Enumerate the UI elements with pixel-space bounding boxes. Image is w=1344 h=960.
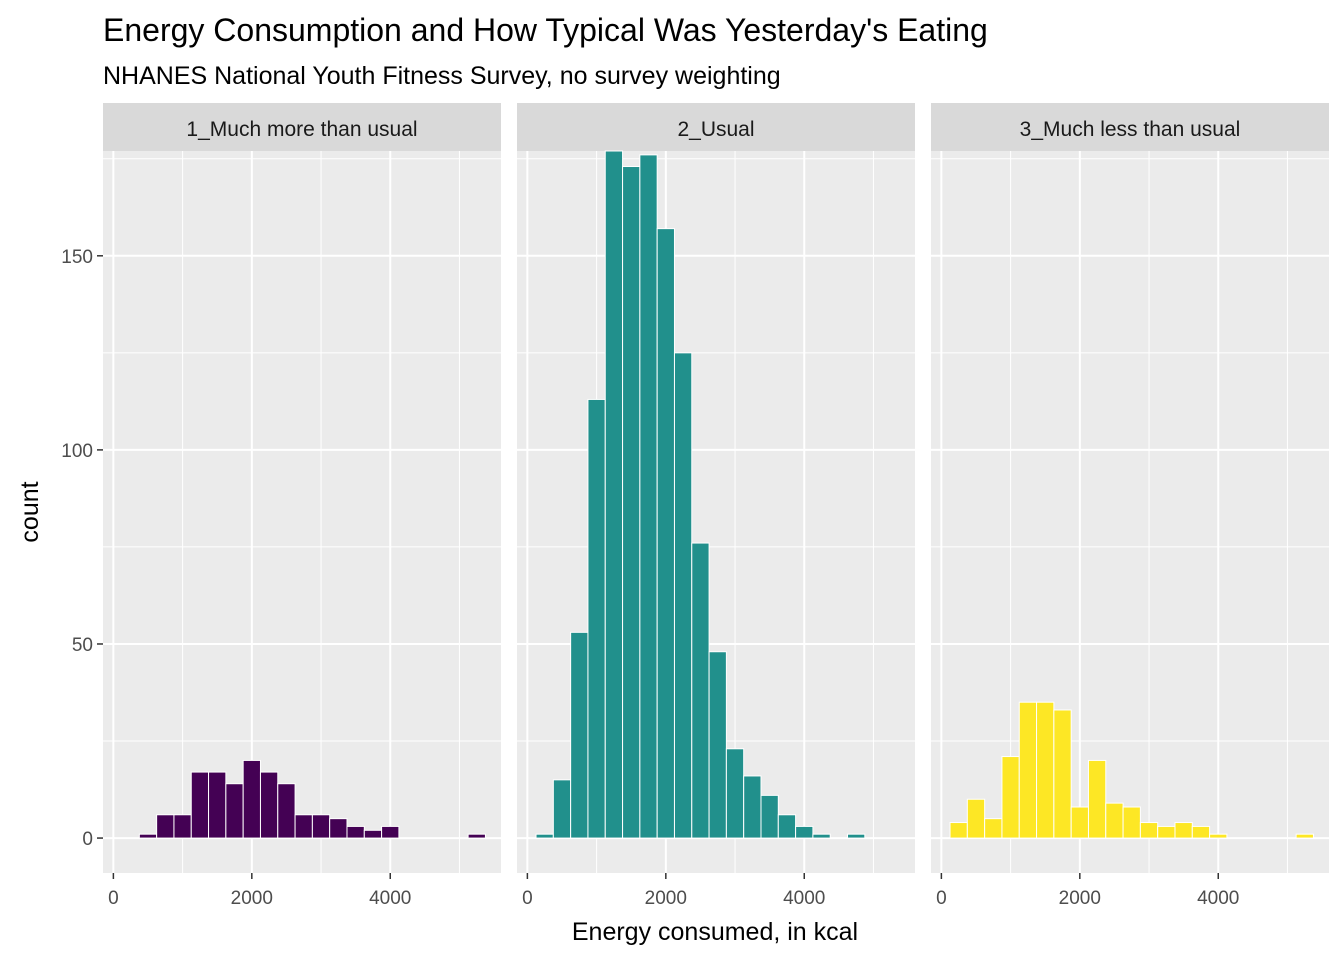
y-axis-title: count [16,481,44,542]
histogram-bar [363,829,383,839]
histogram-bar [639,154,658,839]
x-tick-label: 4000 [1197,888,1239,909]
histogram-bar [346,825,365,839]
histogram-bar [535,833,554,839]
histogram-bar [1018,701,1038,839]
histogram-bar [812,833,831,839]
histogram-bar [949,822,968,839]
panel-background [103,151,501,873]
x-tick-label: 4000 [783,888,825,909]
histogram-bar [1105,802,1124,839]
panel-background [931,151,1329,873]
histogram-bar [587,398,606,839]
chart-subtitle: NHANES National Youth Fitness Survey, no… [103,62,781,90]
y-axis: 0 50 100 150 [61,247,103,850]
histogram-bar [1001,756,1020,839]
histogram-bar [242,759,261,839]
histogram-bar [966,798,986,839]
histogram-bar [208,771,227,839]
x-tick-label: 4000 [369,888,411,909]
histogram-bar [1139,822,1159,839]
histogram-bar [381,825,400,839]
facet-strip-label: 3_Much less than usual [1020,118,1241,141]
histogram-bar [847,833,866,839]
histogram-bar [1036,701,1055,839]
facet-strip-label: 1_Much more than usual [186,118,417,141]
facet-strip [517,103,915,151]
histogram-bar [673,352,693,839]
histogram-bar [311,814,331,839]
histogram-bar [138,833,158,839]
y-tick-label: 50 [72,635,93,656]
x-tick-label: 2000 [1059,888,1101,909]
histogram-bar [1087,759,1107,839]
histogram-bar [1209,833,1228,839]
histogram-bar [777,814,797,839]
facet-panel: 2_Usual 0 2000 4000 [517,103,915,909]
histogram-bar [1122,806,1141,839]
y-tick-label: 150 [61,247,93,268]
facet-panel: 3_Much less than usual 0 2000 4000 [931,103,1329,909]
histogram-bar [760,794,779,839]
histogram-bar [708,651,727,839]
histogram-bar [1174,822,1193,839]
histogram-bar [277,783,296,839]
facet-strip-label: 2_Usual [677,118,754,141]
histogram-bar [1191,825,1211,839]
facet-panel: 1_Much more than usual 0 2000 4000 [103,103,501,909]
histogram-bar [190,771,210,839]
facet-strip [103,103,501,151]
x-tick-label: 0 [108,888,119,909]
histogram-bar [467,833,486,839]
x-tick-label: 2000 [231,888,273,909]
histogram-bar [552,779,572,839]
histogram-bar [795,825,814,839]
histogram-bar [225,783,244,839]
histogram-bar [173,814,192,839]
x-tick-label: 0 [522,888,533,909]
y-tick-label: 0 [82,829,93,850]
x-axis-title: Energy consumed, in kcal [572,918,858,946]
histogram-bar [1157,825,1176,839]
facet-strip [931,103,1329,151]
histogram-bar [259,771,279,839]
histogram-bar [1053,709,1072,839]
histogram-bar [329,818,348,839]
histogram-bar [604,150,624,839]
histogram-bar [622,166,641,839]
histogram-bar [984,818,1003,839]
x-tick-label: 0 [936,888,947,909]
histogram-bar [656,228,675,839]
chart-title: Energy Consumption and How Typical Was Y… [103,12,988,48]
y-tick-label: 100 [61,441,93,462]
histogram-bar [570,631,589,839]
histogram-bar [156,814,175,839]
histogram-bar [294,814,313,839]
histogram-bar [691,542,710,839]
histogram-bar [1070,806,1089,839]
histogram-bar [725,748,745,839]
histogram-bar [743,775,762,839]
x-tick-label: 2000 [645,888,687,909]
histogram-bar [1295,833,1314,839]
